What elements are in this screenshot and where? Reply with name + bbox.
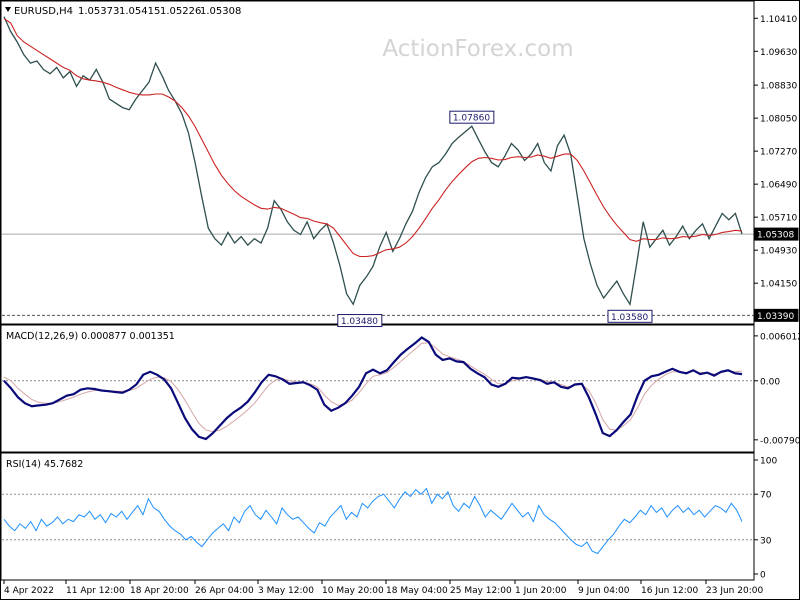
ohlc-high: 1.05415: [119, 6, 160, 17]
price-tick-label: 1.07270: [760, 148, 797, 158]
price-tick-label: 1.08830: [760, 82, 797, 92]
rsi-line: [3, 487, 743, 555]
low-level-label: 1.03390: [757, 312, 794, 322]
x-tick-label: 16 Jun 12:00: [641, 586, 698, 596]
price-series-line: [3, 16, 743, 307]
symbol-timeframe: EURUSD,H4: [14, 6, 73, 17]
annotation-label: 1.03580: [611, 313, 648, 323]
macd-tick-label: -0.007907: [760, 436, 800, 446]
price-tick-label: 1.10410: [760, 15, 797, 25]
price-header: EURUSD,H4 1.05373 1.05415 1.05226 1.0530…: [5, 6, 241, 17]
x-tick-label: 26 Apr 04:00: [195, 586, 254, 596]
annotation-box: [607, 309, 653, 323]
x-tick-label: 4 Apr 2022: [4, 586, 54, 596]
annotation-box: [449, 110, 495, 124]
ohlc-open: 1.05373: [78, 6, 119, 17]
annotation-label: 1.03480: [341, 317, 378, 327]
low-level-label-box: [753, 308, 799, 322]
macd-tick-label: 0.00: [760, 377, 780, 387]
price-tick-label: 1.06490: [760, 181, 797, 191]
rsi-tick-label: 0: [760, 571, 766, 581]
rsi-tick-label: 70: [760, 491, 772, 501]
time-x-axis: 4 Apr 2022 11 Apr 12:00 18 Apr 20:00 26 Apr…: [3, 580, 763, 596]
rsi-plot: 100 70 30 0: [2, 457, 777, 581]
ohlc-close: 1.05308: [200, 6, 241, 17]
price-tick-label: 1.05710: [760, 214, 797, 224]
ema-series-line: [3, 18, 743, 258]
collapse-triangle-icon[interactable]: [5, 7, 11, 12]
price-tick-label: 1.04150: [760, 280, 797, 290]
x-tick-label: 10 May 20:00: [322, 586, 384, 596]
rsi-tick-label: 30: [760, 536, 772, 546]
x-tick-label: 23 Jun 20:00: [706, 586, 763, 596]
x-tick-label: 11 Apr 12:00: [66, 586, 125, 596]
annotation-label: 1.07860: [453, 114, 490, 124]
price-annotations: 1.05308 1.03390 1.03480 1.07860 1.03580: [337, 110, 799, 328]
watermark: ActionForex.com: [382, 36, 573, 62]
price-tick-label: 1.09630: [760, 48, 797, 58]
x-tick-label: 25 May 12:00: [450, 586, 512, 596]
annotation-box: [337, 314, 383, 328]
x-tick-label: 18 May 04:00: [386, 586, 448, 596]
x-tick-label: 1 Jun 20:00: [515, 586, 567, 596]
rsi-tick-label: 100: [760, 457, 777, 467]
x-tick-label: 3 May 12:00: [258, 586, 314, 596]
current-price-label: 1.05308: [757, 231, 794, 241]
rsi-title: RSI(14) 45.7682: [6, 459, 83, 470]
price-tick-label: 1.08050: [760, 115, 797, 125]
macd-main-line: [3, 336, 743, 441]
x-tick-label: 18 Apr 20:00: [130, 586, 189, 596]
macd-plot: 0.006012 0.00 -0.007907: [2, 332, 800, 446]
current-price-label-box: [753, 227, 799, 241]
macd-tick-label: 0.006012: [760, 332, 800, 342]
x-tick-label: 9 Jun 04:00: [578, 586, 630, 596]
macd-title: MACD(12,26,9) 0.000877 0.001351: [6, 331, 175, 342]
rsi-panel: [0, 452, 755, 581]
price-tick-label: 1.04930: [760, 247, 797, 257]
ohlc-low: 1.05226: [160, 6, 201, 17]
